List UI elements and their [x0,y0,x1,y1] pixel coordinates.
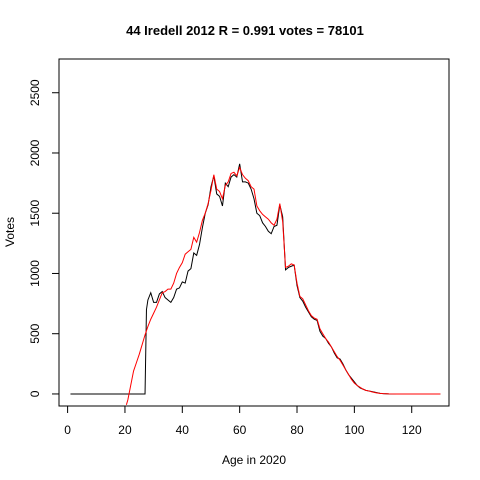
x-tick-label: 40 [176,423,190,437]
x-axis: 0 20 40 60 80 100 120 [64,405,422,437]
plot-frame [58,58,450,407]
series-layer [70,163,441,405]
x-tick-label: 20 [118,423,132,437]
y-axis-label: Votes [3,217,17,247]
y-axis: 0 500 1000 1500 2000 2500 [28,79,60,397]
chart-title: 44 Iredell 2012 R = 0.991 votes = 78101 [126,23,364,38]
x-tick-label: 80 [290,423,304,437]
series-line-2 [125,165,441,405]
x-tick-label: 60 [233,423,247,437]
y-tick-label: 500 [28,323,42,343]
y-tick-label: 2000 [28,139,42,166]
y-tick-label: 0 [28,390,42,397]
x-axis-label: Age in 2020 [222,453,286,467]
x-tick-label: 0 [64,423,71,437]
y-tick-label: 2500 [28,79,42,106]
y-tick-label: 1000 [28,260,42,287]
x-tick-label: 120 [402,423,422,437]
x-tick-label: 100 [344,423,364,437]
y-tick-label: 1500 [28,200,42,227]
